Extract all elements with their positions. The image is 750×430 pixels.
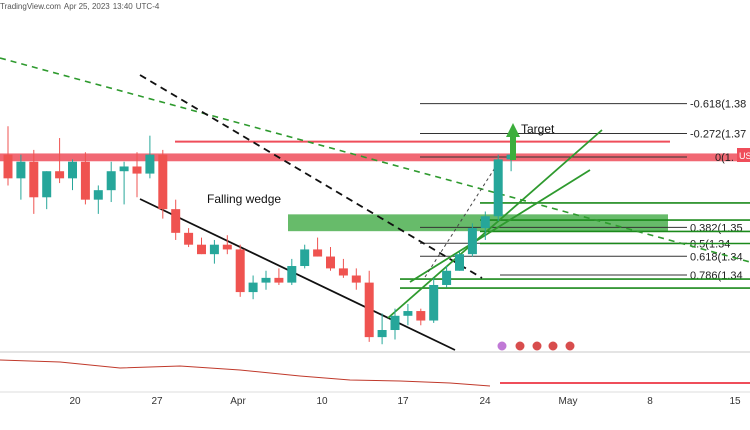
candle-body	[364, 282, 374, 338]
candle-body	[197, 244, 206, 255]
price-badge: US	[739, 151, 750, 161]
candle-body	[132, 166, 142, 174]
event-icon	[514, 340, 526, 352]
event-icon	[564, 340, 576, 352]
candle-body	[313, 249, 323, 257]
event-icon	[496, 340, 508, 352]
fib-level-label: -0.272(1.37	[690, 129, 746, 141]
candle-body	[171, 209, 181, 233]
candle-body	[442, 270, 452, 285]
event-icon	[547, 340, 559, 352]
projection-line	[424, 159, 501, 278]
candle-body	[55, 171, 65, 179]
x-tick-label: May	[559, 396, 578, 407]
event-icon	[531, 340, 543, 352]
fib-level-label: -0.618(1.38	[690, 99, 746, 111]
candle-body	[416, 311, 426, 321]
candle-body	[390, 315, 400, 331]
candle-body	[351, 275, 361, 283]
candle-body	[300, 249, 310, 267]
candle-body	[3, 154, 13, 179]
fib-level-label: 0.382(1.35	[690, 222, 743, 234]
candle-body	[287, 266, 297, 283]
fib-level-label: 0.618(1.34	[690, 251, 743, 263]
uptrend-line-upper	[387, 129, 603, 319]
candle-body	[326, 256, 335, 269]
uptrend-line-lower	[409, 169, 591, 283]
x-tick-label: 24	[479, 396, 491, 407]
chart-header: TradingView.com Apr 25, 2023 13:40 UTC-4	[0, 2, 162, 11]
candle-body	[80, 161, 90, 200]
candle-body	[377, 330, 387, 338]
candle-body	[235, 249, 245, 293]
candle-body	[158, 154, 168, 210]
price-badge-bg	[737, 148, 750, 162]
candle-body	[274, 277, 284, 283]
candle-body	[429, 284, 439, 321]
x-tick-label: 17	[397, 396, 409, 407]
fib-level-label: 0(1.	[715, 152, 734, 164]
x-tick-label: 20	[69, 396, 81, 407]
candle-body	[68, 161, 77, 179]
candle-body	[493, 159, 503, 217]
fib-level-label: 0.786(1.34	[690, 270, 743, 282]
candle-body	[261, 277, 271, 283]
candle-body	[106, 171, 116, 191]
dashed-downtrend-line	[0, 57, 750, 263]
resistance-zone	[0, 153, 750, 162]
candle-body	[338, 268, 348, 276]
candle-body	[119, 166, 129, 172]
candle-body	[184, 232, 194, 245]
wedge-upper-line	[139, 74, 483, 279]
wedge-lower-line	[139, 198, 456, 351]
x-tick-label: 27	[151, 396, 163, 407]
target-arrow	[506, 123, 520, 160]
x-tick-label: 10	[316, 396, 328, 407]
candle-body	[16, 161, 26, 179]
candle-body	[42, 171, 52, 198]
candle-body	[93, 190, 103, 200]
candle-body	[29, 161, 39, 198]
candle-body	[248, 282, 258, 293]
candle-body	[403, 311, 413, 316]
date-label: Apr 25, 2023	[63, 2, 110, 11]
x-tick-label: 15	[729, 396, 741, 407]
candle-body	[222, 244, 232, 250]
x-tick-label: Apr	[230, 396, 246, 407]
x-tick-label: 8	[647, 396, 653, 407]
demand-zone	[288, 214, 668, 232]
candle-body	[145, 154, 155, 174]
time-label: 13:40	[112, 2, 133, 11]
candle-body	[480, 216, 490, 229]
candle-body	[455, 254, 464, 271]
target-label: Target	[521, 122, 555, 136]
timezone-label: UTC-4	[135, 2, 160, 11]
falling-wedge-label: Falling wedge	[207, 192, 281, 206]
candle-body	[467, 228, 477, 255]
source-label: TradingView.com	[0, 2, 61, 11]
candle-body	[209, 244, 219, 255]
indicator-line	[0, 359, 491, 387]
